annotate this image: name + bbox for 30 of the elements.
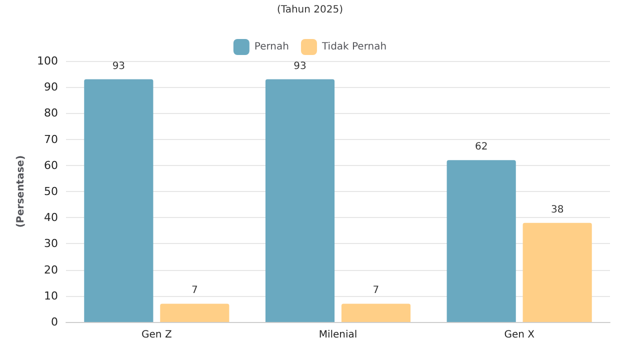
legend-label: Tidak Pernah xyxy=(320,42,387,52)
y-tick-label: 60 xyxy=(44,158,58,172)
data-label: 38 xyxy=(550,204,564,216)
data-label: 93 xyxy=(112,60,126,72)
bar xyxy=(265,79,335,322)
chart-subtitle: (Tahun 2025) xyxy=(276,4,344,16)
y-tick-label: 20 xyxy=(44,263,58,276)
x-tick-label: Milenial xyxy=(318,330,358,340)
y-tick-label: 90 xyxy=(44,80,58,94)
legend-label: Pernah xyxy=(254,42,289,52)
x-tick-label: Gen Z xyxy=(142,330,172,340)
data-label: 93 xyxy=(294,60,306,72)
x-tick-label: Gen X xyxy=(504,330,535,340)
y-tick-label: 80 xyxy=(44,106,58,120)
data-label: 62 xyxy=(474,142,488,153)
y-axis-title: (Persentase) xyxy=(16,155,27,228)
bar xyxy=(446,160,516,322)
bar xyxy=(160,304,230,322)
y-tick-label: 0 xyxy=(51,316,58,328)
y-tick-label: 70 xyxy=(44,132,58,146)
data-label: 7 xyxy=(372,285,380,296)
y-tick-label: 10 xyxy=(44,289,58,302)
y-tick-label: 30 xyxy=(44,237,58,250)
bar xyxy=(522,222,592,322)
y-tick-label: 50 xyxy=(44,185,58,198)
data-label: 7 xyxy=(191,285,198,296)
bar xyxy=(84,79,154,322)
bar xyxy=(341,304,411,322)
y-tick-label: 100 xyxy=(37,54,58,68)
y-tick-label: 40 xyxy=(44,211,58,224)
